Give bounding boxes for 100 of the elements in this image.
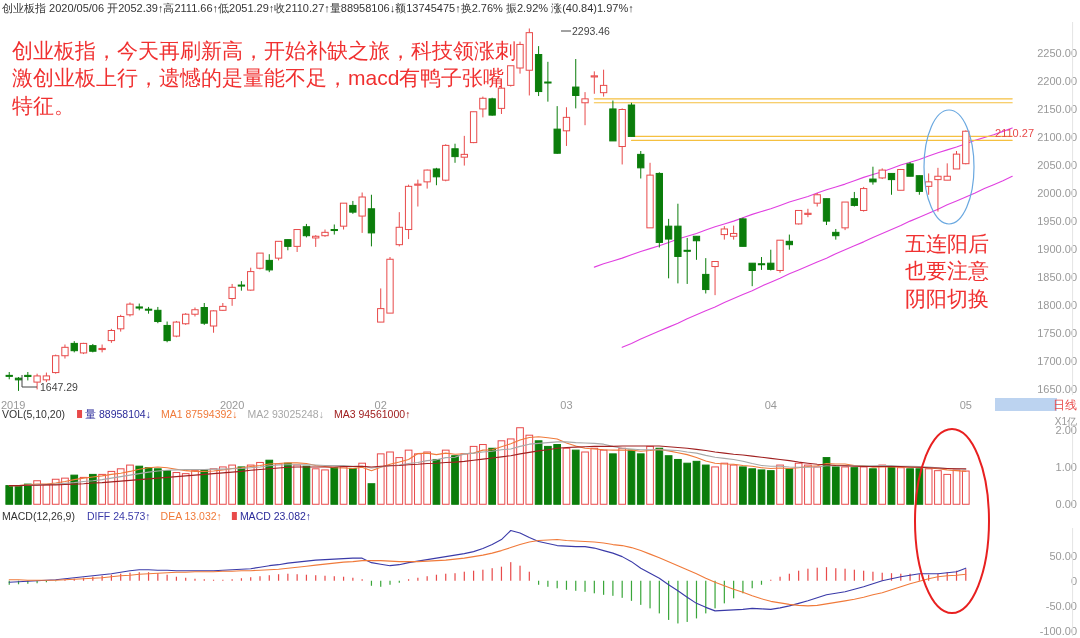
candlestick: [247, 267, 255, 292]
bar: [701, 464, 710, 505]
bar: [349, 467, 357, 505]
x-tick-label: 03: [560, 399, 573, 411]
candlestick: [228, 283, 236, 307]
candlestick: [98, 344, 106, 353]
chart-title: VOL(5,10,20): [2, 408, 66, 420]
bar: [785, 468, 794, 505]
y-tick-label: -50.00: [1045, 599, 1077, 612]
candlestick: [358, 192, 366, 234]
y-tick-label: 1950.00: [1037, 215, 1077, 228]
text: DIFF 24.573↑: [86, 510, 151, 522]
bar: [646, 445, 654, 505]
bar: [562, 447, 571, 505]
y-tick-label: 1800.00: [1037, 299, 1077, 312]
bar: [896, 467, 905, 505]
text: MA2 93025248↓: [247, 408, 324, 420]
text: MA1 87594392↓: [160, 408, 238, 420]
candlestick: [330, 223, 338, 236]
candlestick: [590, 70, 598, 95]
y-tick-label: 2200.00: [1037, 74, 1077, 87]
line-series: [8, 539, 967, 607]
candlestick: [293, 229, 301, 253]
candlestick: [479, 96, 487, 118]
candlestick: [869, 166, 877, 186]
bar: [599, 449, 608, 505]
x-tick-label: 05: [959, 399, 972, 411]
annotation: 2110.27: [995, 127, 1034, 139]
y-tick-label: 2000.00: [1037, 187, 1077, 200]
candlestick: [460, 135, 468, 167]
bar: [367, 483, 376, 505]
y-tick-label: 1.00: [1055, 460, 1077, 473]
bar: [172, 472, 181, 505]
candlestick: [599, 69, 608, 98]
y-tick-label: 50.00: [1049, 549, 1077, 562]
legend-label: 量 88958104↓: [85, 408, 151, 420]
candlestick: [423, 169, 431, 190]
candlestick: [451, 143, 459, 164]
candlestick: [209, 309, 218, 334]
chart-title: 创业板指 2020/05/06 开2052.39↑高2111.66↑低2051.29↑收2110.27↑量88958106↓额13745475↑换2.76% 振2.92% 涨(40.84)1.97%↑: [2, 2, 634, 14]
candlestick: [562, 106, 571, 147]
candlestick: [702, 257, 710, 294]
y-tick-label: 1900.00: [1037, 243, 1077, 256]
chart-title: MACD(12,26,9): [2, 510, 75, 522]
candlestick: [711, 261, 719, 296]
bar: [831, 466, 840, 505]
y-tick-label: 1650.00: [1037, 383, 1077, 396]
y-tick-label: 1850.00: [1037, 271, 1077, 284]
candlestick: [692, 235, 701, 261]
annotation: 五连阳后也要注意阴阳切换: [905, 232, 989, 310]
candlestick: [581, 91, 589, 126]
annotation: 创业板指，今天再刷新高，开始补缺之旅，科技领涨刺激创业板上行，遗憾的是量能不足，macd有鸭子张嘴特征。: [12, 39, 516, 117]
bar: [841, 466, 849, 505]
bar: [293, 464, 301, 505]
candlestick: [497, 86, 506, 115]
bar: [729, 464, 738, 505]
y-tick-label: -100.00: [1039, 624, 1077, 637]
text: DEA 13.032↑: [160, 510, 222, 522]
bar: [330, 467, 339, 505]
line-series: [621, 175, 1013, 348]
bar: [441, 449, 450, 505]
x-tick-label: 2020: [219, 399, 245, 411]
candlestick: [748, 262, 756, 287]
candlestick: [572, 58, 580, 109]
bar: [451, 455, 459, 505]
text: MA3 94561000↑: [333, 408, 411, 420]
annotation: 2293.46: [572, 25, 611, 37]
candlestick: [339, 202, 348, 231]
candlestick: [859, 186, 868, 213]
text: 日线: [1053, 398, 1077, 412]
bar: [200, 469, 209, 505]
bar: [339, 466, 348, 505]
candlestick: [544, 61, 552, 103]
bar: [571, 449, 580, 505]
candlestick: [637, 150, 645, 179]
bar: [766, 470, 775, 505]
y-tick-label: 0: [1070, 574, 1077, 587]
bar: [79, 476, 88, 505]
candlestick: [925, 172, 933, 196]
bar: [488, 447, 497, 505]
y-tick-label: 2250.00: [1037, 46, 1077, 59]
candlestick: [804, 208, 812, 218]
line-series: [8, 529, 967, 612]
bar: [237, 466, 246, 505]
y-tick-label: 0.00: [1055, 498, 1077, 511]
bar: [284, 462, 292, 505]
bar: [850, 467, 859, 505]
candlestick: [163, 321, 171, 343]
bar: [655, 447, 664, 505]
candlestick: [822, 198, 831, 226]
bar: [135, 465, 144, 505]
bar: [302, 465, 311, 505]
x-tick-label: 04: [764, 399, 777, 411]
bar: [358, 462, 366, 505]
bar: [274, 463, 283, 505]
y-tick-label: 1750.00: [1037, 327, 1077, 340]
bar: [432, 458, 441, 505]
y-tick-label: 1700.00: [1037, 355, 1077, 368]
bar: [869, 468, 877, 505]
candlestick: [274, 240, 283, 261]
